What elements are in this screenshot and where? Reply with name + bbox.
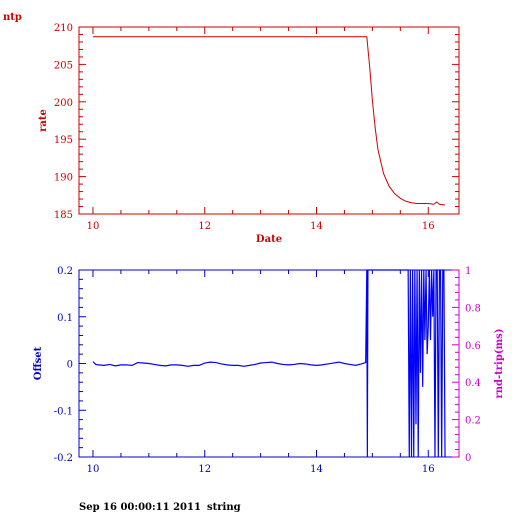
y-tick-label: -0.1 <box>54 406 73 417</box>
y-tick-label: 0.1 <box>57 313 73 324</box>
y-tick-label: 0 <box>67 360 73 371</box>
y2-tick-label: 0.8 <box>465 303 481 314</box>
y-tick-label: 205 <box>54 60 73 71</box>
series-line <box>92 269 446 458</box>
footer-tag: string <box>207 502 241 512</box>
y2-tick-label: 0 <box>465 453 471 464</box>
footer-timestamp: Sep 16 00:00:11 2011 <box>79 502 201 512</box>
x-tick-label: 12 <box>198 221 211 232</box>
series-line <box>92 36 446 206</box>
x-tick-label: 14 <box>310 464 323 475</box>
y2-axis-label: rnd-trip(ms) <box>494 328 505 398</box>
x-tick-label: 10 <box>87 464 100 475</box>
y-tick-label: 0.2 <box>57 266 73 277</box>
y-tick-label: 190 <box>54 173 73 184</box>
x-tick-label: 16 <box>422 221 435 232</box>
x-tick-label: 12 <box>198 464 211 475</box>
plot-frame <box>78 26 460 215</box>
figure-title: ntp <box>3 12 22 23</box>
y-tick-label: 185 <box>54 210 73 221</box>
y2-tick-label: 1 <box>465 266 471 277</box>
y-tick-label: 210 <box>54 23 73 34</box>
y2-tick-label: 0.6 <box>465 341 481 352</box>
y-tick-label: 195 <box>54 135 73 146</box>
y-axis-label: rate <box>38 109 49 132</box>
y-axis-label: Offset <box>33 346 44 380</box>
x-tick-label: 10 <box>87 221 100 232</box>
x-axis-label: Date <box>256 234 282 245</box>
y-tick-label: -0.2 <box>54 453 73 464</box>
y2-tick-label: 0.2 <box>465 416 481 427</box>
rate-chart: 10 12 14 16 185 190 195 200 205 210 Date rate <box>38 23 460 245</box>
y-tick-label: 200 <box>54 98 73 109</box>
offset-chart: 10 12 14 16 -0.2 -0.1 0 0.1 0.2 0 0.2 0.4 0.6 0.8 1 rnd… <box>33 266 505 475</box>
x-tick-label: 14 <box>310 221 323 232</box>
x-tick-label: 16 <box>422 464 435 475</box>
y2-tick-label: 0.4 <box>465 378 481 389</box>
